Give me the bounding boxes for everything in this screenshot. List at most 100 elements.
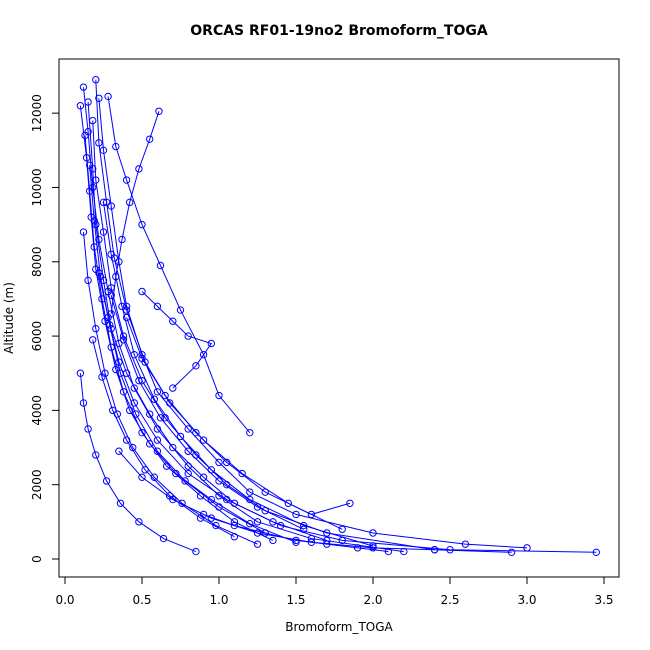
series-line [82, 231, 258, 545]
data-point [122, 436, 131, 444]
data-point [199, 510, 208, 519]
data-point [212, 521, 220, 530]
y-tick-label: 12000 [30, 94, 44, 132]
data-point [269, 518, 277, 526]
data-point [166, 399, 174, 407]
data-point [92, 76, 100, 84]
chart-title: ORCAS RF01-19no2 Bromoform_TOGA [190, 23, 488, 39]
plot-frame [58, 58, 620, 578]
data-point [184, 332, 192, 340]
data-point [153, 302, 162, 311]
data-point [89, 336, 97, 344]
data-point [92, 451, 100, 459]
data-point [135, 165, 143, 173]
data-point [192, 428, 200, 437]
data-point [192, 547, 200, 556]
data-point [79, 399, 88, 407]
series-line [107, 96, 251, 433]
data-point [84, 276, 92, 285]
x-tick-label: 1.5 [286, 593, 305, 607]
data-point [246, 488, 254, 496]
data-point [181, 477, 189, 485]
data-point [253, 518, 262, 526]
data-point [176, 306, 185, 314]
data-point [85, 187, 94, 195]
data-point [98, 373, 106, 381]
data-point [107, 202, 115, 210]
data-point [230, 533, 239, 541]
data-point [592, 548, 600, 557]
series-line [95, 79, 343, 530]
data-point [507, 548, 516, 557]
data-point [107, 310, 115, 318]
x-tick-label: 3.0 [517, 593, 536, 607]
data-point [169, 443, 177, 452]
data-point [102, 477, 111, 485]
data-point [307, 510, 316, 519]
data-point [269, 536, 277, 545]
data-point [125, 406, 134, 415]
data-point [162, 462, 171, 470]
data-point [95, 139, 103, 147]
y-axis-label: Altitude (m) [2, 282, 16, 354]
series-line [89, 165, 266, 534]
data-point [184, 462, 192, 470]
data-point [284, 499, 292, 507]
data-point [156, 414, 165, 422]
data-point [135, 376, 143, 385]
data-point [369, 529, 377, 537]
data-point [138, 220, 146, 229]
data-point [105, 321, 114, 329]
data-point [89, 116, 97, 125]
data-point [107, 250, 115, 259]
data-point [215, 391, 223, 400]
x-tick-label: 0.0 [55, 593, 74, 607]
data-point [184, 469, 192, 478]
data-point [246, 428, 254, 437]
series-line [92, 339, 235, 538]
x-tick-label: 2.5 [440, 593, 459, 607]
data-point [122, 176, 131, 184]
series-line [98, 98, 528, 549]
data-point [153, 447, 162, 455]
y-tick-label: 0 [30, 555, 44, 563]
data-point [192, 362, 200, 370]
data-point [338, 525, 346, 533]
series-line [126, 317, 351, 515]
data-point [253, 529, 262, 537]
data-point [156, 261, 165, 270]
data-point [130, 350, 139, 359]
data-point [76, 102, 85, 110]
series-line [82, 87, 404, 553]
data-point [369, 542, 377, 550]
x-tick-label: 0.5 [132, 593, 151, 607]
series-line [84, 135, 274, 541]
data-point [223, 458, 231, 467]
x-tick-label: 1.0 [209, 593, 228, 607]
y-tick-label: 8000 [30, 246, 44, 277]
data-point [138, 428, 146, 437]
plot-marks [76, 76, 600, 557]
data-point [76, 369, 85, 377]
data-point [184, 447, 192, 455]
data-point [95, 94, 103, 102]
data-point [146, 410, 154, 418]
data-point [115, 358, 123, 366]
data-point [199, 436, 208, 444]
data-point [292, 538, 300, 546]
data-point [153, 425, 162, 433]
data-point [207, 495, 216, 504]
data-point [253, 540, 262, 548]
data-point [146, 135, 154, 143]
x-tick-label: 3.5 [594, 593, 613, 607]
data-point [102, 198, 111, 207]
data-point [161, 391, 169, 400]
data-point [169, 495, 177, 504]
data-point [184, 425, 192, 433]
x-tick-label: 2.0 [363, 593, 382, 607]
data-point [207, 339, 216, 348]
data-point [130, 399, 139, 407]
series-line [141, 291, 213, 389]
data-point [215, 503, 223, 511]
